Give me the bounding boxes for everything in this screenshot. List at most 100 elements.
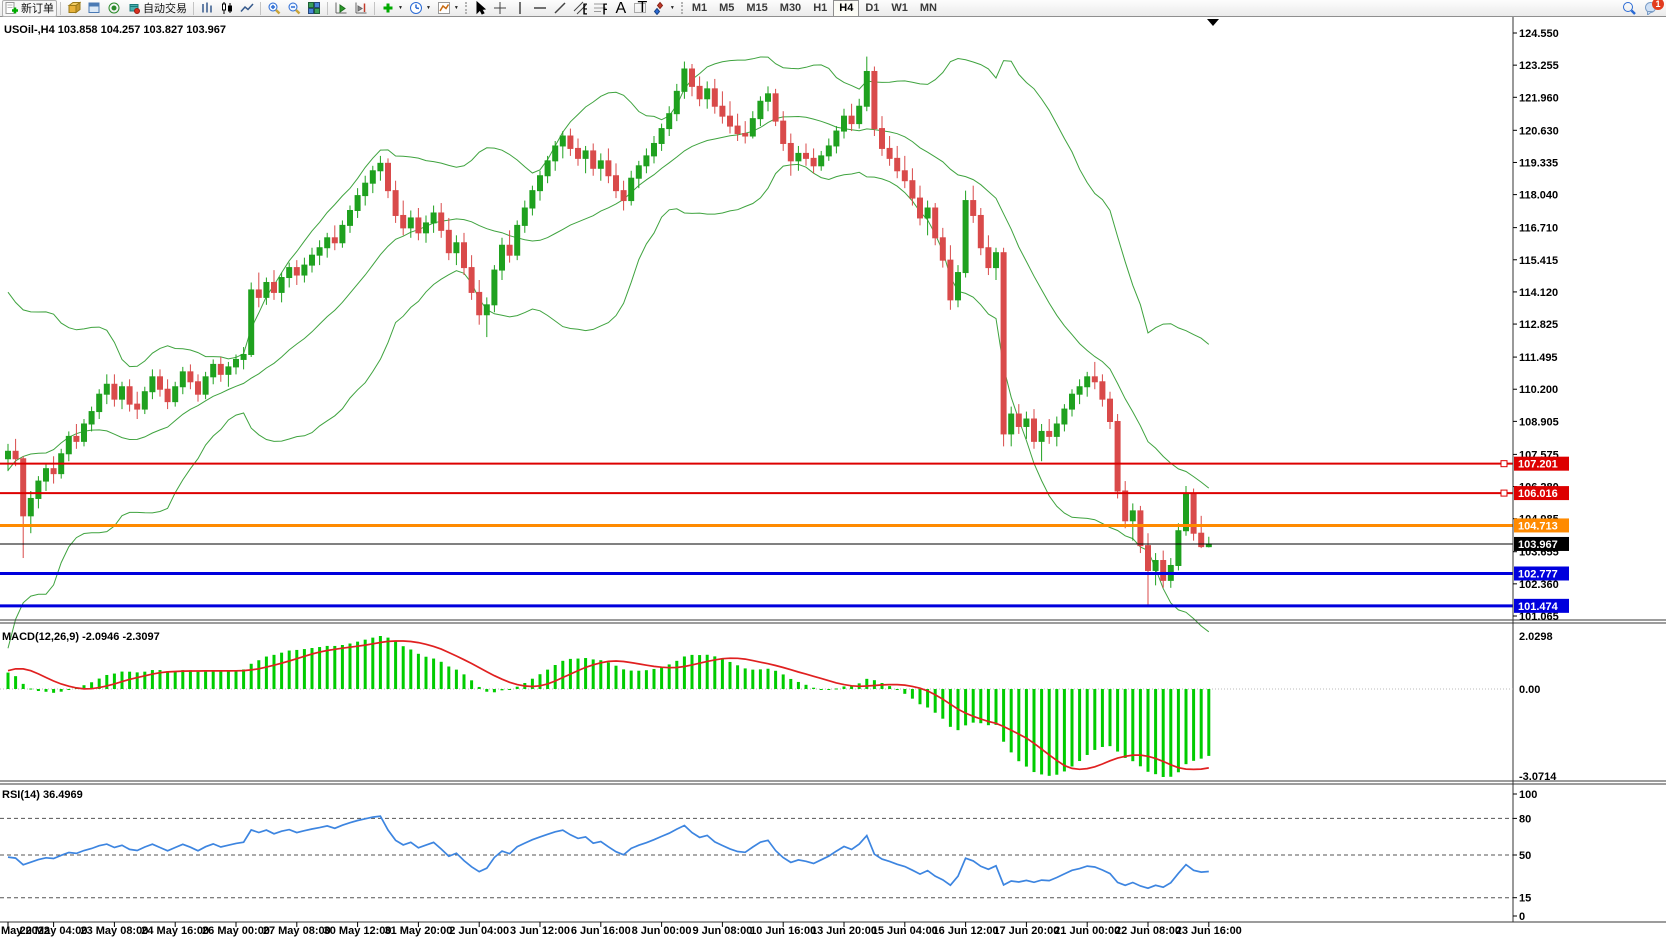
price-label-101.474: 101.474 <box>1518 601 1559 613</box>
tf-m5[interactable]: M5 <box>713 0 740 17</box>
channel-icon: E <box>573 2 587 15</box>
tf-m1-label: M1 <box>691 1 708 14</box>
new-order-button-label: 新订单 <box>21 3 54 15</box>
vline-icon <box>519 2 521 14</box>
indicators-icon <box>383 3 393 13</box>
svg-text:50: 50 <box>1519 850 1531 862</box>
search-button[interactable] <box>1622 1 1636 15</box>
crosshair-button[interactable] <box>490 0 510 17</box>
rsi-indicator-label: RSI(14) 36.4969 <box>2 789 83 801</box>
price-chart[interactable]: 124.550 123.255 121.960 120.630 119.335 118.0… <box>0 17 1666 939</box>
text-label-button[interactable]: T <box>630 0 650 17</box>
tf-mn[interactable]: MN <box>914 0 943 17</box>
autotrading-icon <box>129 4 140 14</box>
level-handle[interactable] <box>1500 489 1508 497</box>
svg-text:6 Jun 16:00: 6 Jun 16:00 <box>571 925 631 937</box>
tf-h4[interactable]: H4 <box>833 0 860 17</box>
cursor-button[interactable] <box>470 0 490 17</box>
trendline-button[interactable] <box>550 0 570 17</box>
horizontal-levels-layer[interactable] <box>0 460 1513 608</box>
text-button[interactable]: A <box>610 0 630 17</box>
zoom-out-icon <box>288 2 301 15</box>
bar-chart-button[interactable] <box>197 0 217 17</box>
templates-icon <box>437 2 450 14</box>
tf-m30[interactable]: M30 <box>774 0 807 17</box>
svg-text:F: F <box>602 2 607 16</box>
svg-text:108.905: 108.905 <box>1519 416 1559 428</box>
navigator-button[interactable] <box>104 0 124 17</box>
templates-button[interactable]: ▼ <box>434 0 462 17</box>
candles-layer <box>5 56 1212 606</box>
svg-text:100: 100 <box>1519 789 1537 801</box>
autotrading-button-label: 自动交易 <box>143 3 187 15</box>
svg-text:22 Jun 08:00: 22 Jun 08:00 <box>1115 925 1181 937</box>
horizontal-line-button[interactable] <box>530 0 550 17</box>
price-label-107.201: 107.201 <box>1518 459 1558 471</box>
tf-m1[interactable]: M1 <box>686 0 713 17</box>
zoom-in-button[interactable] <box>264 0 284 17</box>
chart-shift-icon <box>355 2 367 14</box>
svg-text:15: 15 <box>1519 893 1531 905</box>
chart-shift-marker[interactable] <box>1207 19 1219 26</box>
toolbar-separator <box>60 1 61 15</box>
chat-button[interactable]: 1 <box>1644 0 1664 15</box>
svg-text:80: 80 <box>1519 813 1531 825</box>
market-watch-button[interactable] <box>64 0 84 17</box>
svg-text:118.040: 118.040 <box>1519 190 1558 202</box>
tf-h1[interactable]: H1 <box>807 0 833 17</box>
svg-text:31 May 20:00: 31 May 20:00 <box>384 925 452 937</box>
price-label-104.713: 104.713 <box>1518 520 1558 532</box>
caret-down-icon: ▼ <box>398 5 403 11</box>
svg-text:13 Jun 20:00: 13 Jun 20:00 <box>811 925 877 937</box>
vertical-line-button[interactable] <box>510 0 530 17</box>
new-order-button[interactable]: 新订单 <box>2 0 57 17</box>
chart-ohlc-title: USOil-,H4 103.858 104.257 103.827 103.96… <box>4 24 226 36</box>
autotrading-button[interactable]: 自动交易 <box>124 0 190 17</box>
svg-text:2.0298: 2.0298 <box>1519 631 1553 643</box>
svg-text:30 May 12:00: 30 May 12:00 <box>324 925 392 937</box>
tf-w1[interactable]: W1 <box>885 0 914 17</box>
tf-m15[interactable]: M15 <box>740 0 773 17</box>
toolbar: 新订单 自动交易 ▼ ▼ ▼ E FAT ▼ M1 M5 M15 M30 H1 H4 D1 W1 MN 1 <box>0 0 1666 17</box>
svg-text:21 Jun 00:00: 21 Jun 00:00 <box>1054 925 1120 937</box>
auto-scroll-icon <box>335 2 347 14</box>
auto-scroll-button[interactable] <box>331 0 351 17</box>
svg-text:111.495: 111.495 <box>1519 352 1558 364</box>
tile-windows-button[interactable] <box>304 0 324 17</box>
zoom-out-button[interactable] <box>284 0 304 17</box>
toolbar-separator <box>374 1 375 15</box>
price-label-102.777: 102.777 <box>1518 569 1558 581</box>
price-axis[interactable]: 124.550 123.255 121.960 120.630 119.335 118.0… <box>1513 28 1569 623</box>
channel-button[interactable]: E <box>570 0 590 17</box>
periods-icon <box>409 2 422 14</box>
candlestick-button[interactable] <box>217 0 237 17</box>
tf-h1-label: H1 <box>813 1 828 14</box>
svg-text:T: T <box>637 1 647 15</box>
tf-m5-label: M5 <box>719 1 735 14</box>
svg-text:101.065: 101.065 <box>1519 611 1559 623</box>
svg-text:9 Jun 08:00: 9 Jun 08:00 <box>692 925 752 937</box>
tf-d1[interactable]: D1 <box>859 0 885 17</box>
fibonacci-button[interactable]: F <box>590 0 610 17</box>
tf-d1-label: D1 <box>865 1 880 14</box>
svg-text:15 Jun 04:00: 15 Jun 04:00 <box>872 925 938 937</box>
svg-text:-3.0714: -3.0714 <box>1519 771 1557 783</box>
periods-button[interactable]: ▼ <box>406 0 434 17</box>
line-chart-button[interactable] <box>237 0 257 17</box>
data-window-button[interactable] <box>84 0 104 17</box>
line-chart-icon <box>240 3 254 12</box>
svg-text:20 May 04:00: 20 May 04:00 <box>20 925 88 937</box>
arrows-button[interactable]: ▼ <box>650 0 678 17</box>
svg-text:112.825: 112.825 <box>1519 319 1558 331</box>
price-label-106.016: 106.016 <box>1518 488 1558 500</box>
level-handle[interactable] <box>1500 460 1508 468</box>
svg-text:116.710: 116.710 <box>1519 223 1558 235</box>
macd-pane: 2.0298 0.00 -3.0714 <box>0 631 1557 783</box>
svg-text:120.630: 120.630 <box>1519 125 1559 137</box>
svg-text:102.360: 102.360 <box>1519 579 1559 591</box>
indicators-button[interactable]: ▼ <box>378 0 406 17</box>
toolbar-separator <box>193 1 194 15</box>
chart-shift-button[interactable] <box>351 0 371 17</box>
chart-text-labels: USOil-,H4 103.858 104.257 103.827 103.96… <box>2 24 226 801</box>
